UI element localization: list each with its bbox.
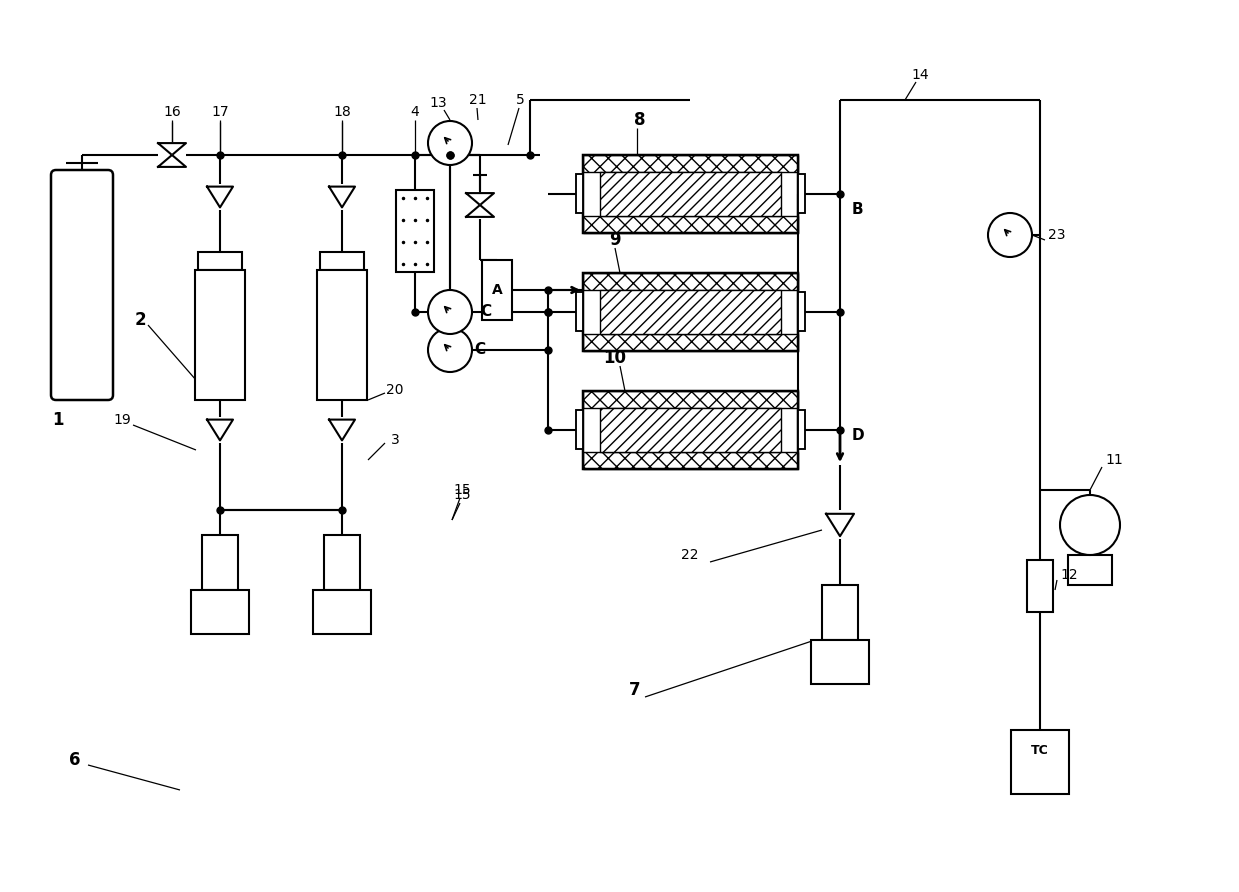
Text: 6: 6 (69, 751, 81, 769)
Polygon shape (826, 514, 854, 536)
Text: 10: 10 (603, 349, 627, 367)
Text: 20: 20 (387, 383, 404, 397)
Bar (482, 260, 512, 320)
Text: 23: 23 (1048, 228, 1066, 242)
Text: B: B (852, 202, 864, 217)
Bar (821, 585, 857, 640)
Text: 9: 9 (610, 231, 621, 249)
Bar (1027, 560, 1053, 612)
Text: 21: 21 (470, 93, 487, 107)
FancyBboxPatch shape (51, 170, 113, 400)
Bar (198, 252, 242, 270)
Text: 5: 5 (515, 93, 524, 107)
Bar (584, 391, 798, 469)
Bar (584, 155, 798, 233)
Bar (584, 452, 798, 469)
Bar (600, 408, 781, 452)
Bar (798, 292, 805, 331)
Text: C: C (475, 343, 486, 358)
Polygon shape (207, 186, 233, 208)
Text: 16: 16 (164, 105, 181, 119)
Text: A: A (492, 283, 502, 297)
Bar (798, 174, 805, 213)
Bar (584, 216, 798, 233)
Circle shape (427, 328, 472, 372)
Text: 8: 8 (634, 111, 646, 129)
Circle shape (1061, 495, 1120, 555)
Bar (584, 273, 798, 290)
Bar (202, 535, 238, 590)
Text: 15: 15 (453, 488, 471, 502)
Bar (317, 270, 367, 400)
Polygon shape (466, 193, 494, 205)
Bar (191, 590, 249, 634)
Text: 2: 2 (134, 311, 146, 329)
Text: 14: 14 (911, 68, 929, 82)
Bar (576, 410, 584, 449)
Polygon shape (330, 419, 356, 441)
Polygon shape (330, 186, 356, 208)
Bar (584, 334, 798, 351)
Circle shape (427, 290, 472, 334)
Bar (576, 292, 584, 331)
Bar (812, 640, 869, 684)
Text: 15: 15 (453, 483, 471, 497)
Text: 3: 3 (390, 433, 399, 447)
Bar (1011, 730, 1069, 794)
Bar (584, 391, 798, 408)
Polygon shape (159, 155, 186, 167)
Bar (798, 410, 805, 449)
Text: 7: 7 (629, 681, 641, 699)
Bar (600, 172, 781, 216)
Bar (600, 290, 781, 334)
Bar (325, 535, 361, 590)
Bar (584, 273, 798, 351)
Text: 19: 19 (113, 413, 131, 427)
Text: 11: 11 (1105, 453, 1123, 467)
Bar (576, 174, 584, 213)
Polygon shape (159, 143, 186, 155)
Circle shape (427, 121, 472, 165)
Bar (1068, 555, 1111, 585)
Text: 1: 1 (52, 411, 63, 429)
Circle shape (987, 213, 1032, 257)
Bar (320, 252, 364, 270)
Text: 4: 4 (410, 105, 419, 119)
Bar (396, 190, 434, 272)
Polygon shape (207, 419, 233, 441)
Text: 22: 22 (681, 548, 699, 562)
Text: 18: 18 (333, 105, 351, 119)
Bar (313, 590, 370, 634)
Text: TC: TC (1031, 744, 1049, 756)
Text: 13: 13 (429, 96, 447, 110)
Bar (195, 270, 245, 400)
Polygon shape (466, 205, 494, 217)
Text: D: D (852, 427, 865, 442)
Text: 12: 12 (1061, 568, 1078, 582)
Bar (584, 155, 798, 172)
Text: C: C (479, 304, 491, 319)
Text: 17: 17 (211, 105, 229, 119)
